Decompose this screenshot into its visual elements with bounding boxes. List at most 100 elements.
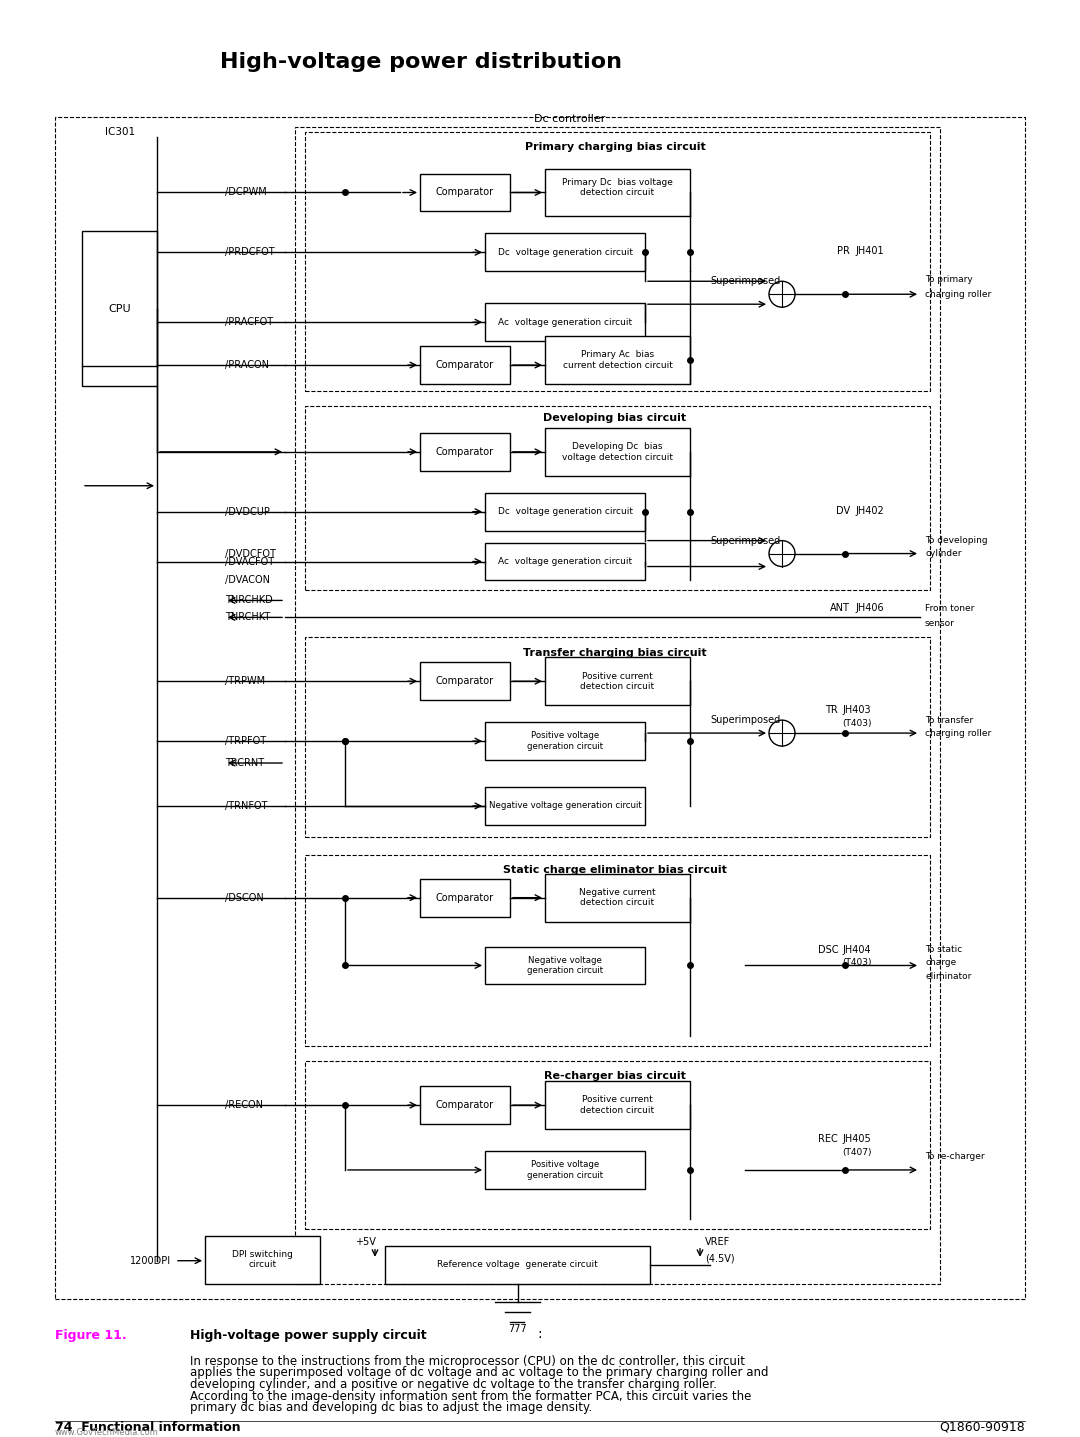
Text: Static charge eliminator bias circuit: Static charge eliminator bias circuit [503,865,727,875]
Text: DSC: DSC [818,944,838,954]
Bar [545,168,690,217]
Text: www.GovTechMedia.com: www.GovTechMedia.com [55,1428,159,1437]
Bar [545,336,690,384]
Text: To primary: To primary [924,274,973,283]
Text: High-voltage power supply circuit: High-voltage power supply circuit [190,1329,427,1342]
Bar [545,1081,690,1129]
Text: (T403): (T403) [842,958,872,967]
Text: /DVACFOT: /DVACFOT [225,556,274,566]
Text: JH404: JH404 [842,944,870,954]
Bar [545,657,690,706]
Text: To re-charger: To re-charger [924,1152,985,1161]
Bar [545,428,690,476]
Text: Comparator: Comparator [436,187,494,197]
Bar [295,126,940,1283]
Text: /TRPWM: /TRPWM [225,677,265,687]
Text: VREF: VREF [705,1237,730,1247]
Text: Superimposed: Superimposed [710,536,780,546]
Text: JH403: JH403 [842,706,870,716]
Text: Comparator: Comparator [436,361,494,371]
Text: :: : [538,1326,542,1341]
Text: TR: TR [825,706,838,716]
Bar [420,346,510,384]
Bar [485,493,645,530]
Text: Positive voltage
generation circuit: Positive voltage generation circuit [527,731,603,750]
Text: /PRDCFOT: /PRDCFOT [225,247,274,257]
Text: In response to the instructions from the microprocessor (CPU) on the dc controll: In response to the instructions from the… [190,1355,745,1368]
Text: JH405: JH405 [842,1134,870,1144]
Text: Comparator: Comparator [436,892,494,902]
Text: Ac  voltage generation circuit: Ac voltage generation circuit [498,318,632,326]
Text: Negative voltage generation circuit: Negative voltage generation circuit [488,802,642,810]
Text: Superimposed: Superimposed [710,716,780,726]
Text: /TRPFOT: /TRPFOT [225,736,266,746]
Text: Q1860-90918: Q1860-90918 [940,1421,1025,1434]
Text: IC301: IC301 [105,126,135,137]
Text: /DVDCFOT: /DVDCFOT [225,549,275,559]
Text: JH401: JH401 [855,246,883,256]
Text: applies the superimposed voltage of dc voltage and ac voltage to the primary cha: applies the superimposed voltage of dc v… [190,1367,769,1380]
Text: DV: DV [836,506,850,516]
Text: Negative voltage
generation circuit: Negative voltage generation circuit [527,956,603,976]
Text: CPU: CPU [108,305,131,315]
Text: REC: REC [819,1134,838,1144]
Bar [485,787,645,825]
Bar [420,1086,510,1124]
Text: TNRCHKT: TNRCHKT [225,612,270,622]
Text: +5V: +5V [355,1237,376,1247]
Text: Transfer charging bias circuit: Transfer charging bias circuit [523,648,706,658]
Text: Positive voltage
generation circuit: Positive voltage generation circuit [527,1160,603,1180]
Text: charge: charge [924,958,956,967]
Text: Primary Dc  bias voltage
detection circuit: Primary Dc bias voltage detection circui… [562,178,673,197]
Text: /RECON: /RECON [225,1101,264,1111]
Bar [420,662,510,700]
Text: JH402: JH402 [855,506,883,516]
Bar [485,233,645,272]
Text: cylinder: cylinder [924,549,961,558]
Text: Positive current
detection circuit: Positive current detection circuit [580,1095,654,1115]
Text: charging roller: charging roller [924,290,991,299]
Text: Dc  voltage generation circuit: Dc voltage generation circuit [498,247,633,257]
Bar [305,132,930,391]
Text: /DVACON: /DVACON [225,575,270,585]
Text: primary dc bias and developing dc bias to adjust the image density.: primary dc bias and developing dc bias t… [190,1401,592,1414]
Text: eliminator: eliminator [924,971,971,981]
Text: According to the image-density information sent from the formatter PCA, this cir: According to the image-density informati… [190,1390,752,1403]
Text: /PRACON: /PRACON [225,361,269,371]
Bar [420,174,510,211]
Text: Positive current
detection circuit: Positive current detection circuit [580,671,654,691]
Text: Superimposed: Superimposed [710,276,780,286]
Text: /TRNFOT: /TRNFOT [225,800,268,810]
Text: Re-charger bias circuit: Re-charger bias circuit [544,1071,686,1081]
Text: charging roller: charging roller [924,729,991,737]
Text: From toner: From toner [924,604,974,614]
Text: Comparator: Comparator [436,447,494,457]
Text: developing cylinder, and a positive or negative dc voltage to the transfer charg: developing cylinder, and a positive or n… [190,1378,717,1391]
Text: Developing bias circuit: Developing bias circuit [543,412,687,422]
Bar [485,947,645,984]
Text: Dc controller: Dc controller [535,114,606,124]
Text: (4.5V): (4.5V) [705,1253,734,1263]
Bar [420,433,510,471]
Text: Developing Dc  bias
voltage detection circuit: Developing Dc bias voltage detection cir… [562,443,673,461]
Text: /DVDCUP: /DVDCUP [225,507,270,517]
Bar [485,1151,645,1188]
Text: JH406: JH406 [855,604,883,614]
Text: /DCPWM: /DCPWM [225,187,267,197]
Text: To transfer: To transfer [924,716,973,724]
Text: 1200DPI: 1200DPI [130,1256,171,1266]
Bar [305,855,930,1046]
Text: TRCRNT: TRCRNT [225,757,265,767]
Bar [55,116,1025,1299]
Text: PR: PR [837,246,850,256]
Text: To static: To static [924,946,962,954]
Bar [485,543,645,581]
Text: 74  Functional information: 74 Functional information [55,1421,241,1434]
Text: Reference voltage  generate circuit: Reference voltage generate circuit [437,1260,598,1269]
Text: To developing: To developing [924,536,987,545]
Text: DPI switching
circuit: DPI switching circuit [232,1250,293,1269]
Text: sensor: sensor [924,619,955,628]
Text: Dc  voltage generation circuit: Dc voltage generation circuit [498,507,633,516]
Text: 777: 777 [508,1323,527,1334]
Text: (T407): (T407) [842,1148,872,1157]
